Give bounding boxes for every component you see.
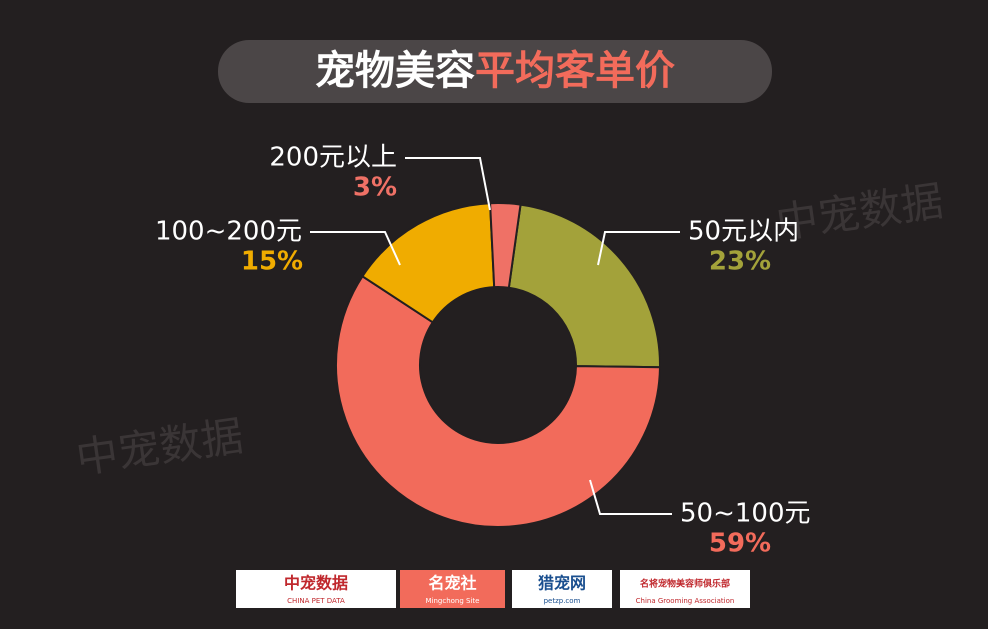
logo-sub: China Grooming Association bbox=[636, 597, 735, 605]
donut-slice bbox=[489, 202, 522, 289]
leader-line bbox=[597, 231, 680, 266]
logo-box bbox=[620, 570, 750, 608]
value-label: 15% bbox=[241, 247, 303, 277]
logo-name: 名将宠物美容师俱乐部 bbox=[640, 578, 730, 590]
leader-line bbox=[589, 479, 672, 515]
title-part: 平均客单价 bbox=[475, 48, 675, 94]
title-part: 宠物美容 bbox=[315, 48, 475, 94]
logo-name: 猎宠网 bbox=[538, 574, 586, 593]
leader-line bbox=[405, 157, 491, 211]
value-label: 59% bbox=[709, 529, 771, 559]
logo-box bbox=[236, 570, 396, 608]
logo-strip: 中宠数据 CHINA PET DATA 名宠社 Mingchong Site 猎宠网 pe… bbox=[236, 570, 750, 608]
category-label: 50元以内 bbox=[688, 217, 799, 247]
leader-line bbox=[310, 231, 401, 266]
category-label: 200元以上 bbox=[269, 143, 397, 173]
logo-sub: Mingchong Site bbox=[426, 597, 480, 605]
logo-sub: petzp.com bbox=[544, 597, 581, 605]
value-label: 3% bbox=[353, 173, 397, 203]
logo-box bbox=[400, 570, 505, 608]
logo-box bbox=[512, 570, 612, 608]
donut-slice bbox=[335, 274, 661, 528]
category-label: 50~100元 bbox=[680, 499, 811, 529]
chart-title: 宠物美容平均客单价 bbox=[315, 48, 675, 94]
logo-name: 名宠社 bbox=[428, 574, 476, 593]
title-pill bbox=[218, 40, 772, 103]
donut-slice bbox=[507, 203, 661, 369]
logo-name: 中宠数据 bbox=[284, 574, 348, 593]
category-label: 100~200元 bbox=[155, 217, 302, 247]
logo-sub: CHINA PET DATA bbox=[287, 597, 345, 605]
value-label: 23% bbox=[709, 247, 771, 277]
